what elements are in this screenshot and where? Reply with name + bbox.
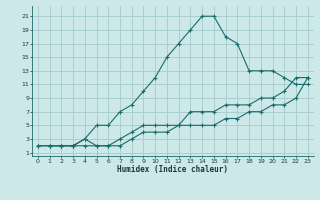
X-axis label: Humidex (Indice chaleur): Humidex (Indice chaleur) [117,165,228,174]
